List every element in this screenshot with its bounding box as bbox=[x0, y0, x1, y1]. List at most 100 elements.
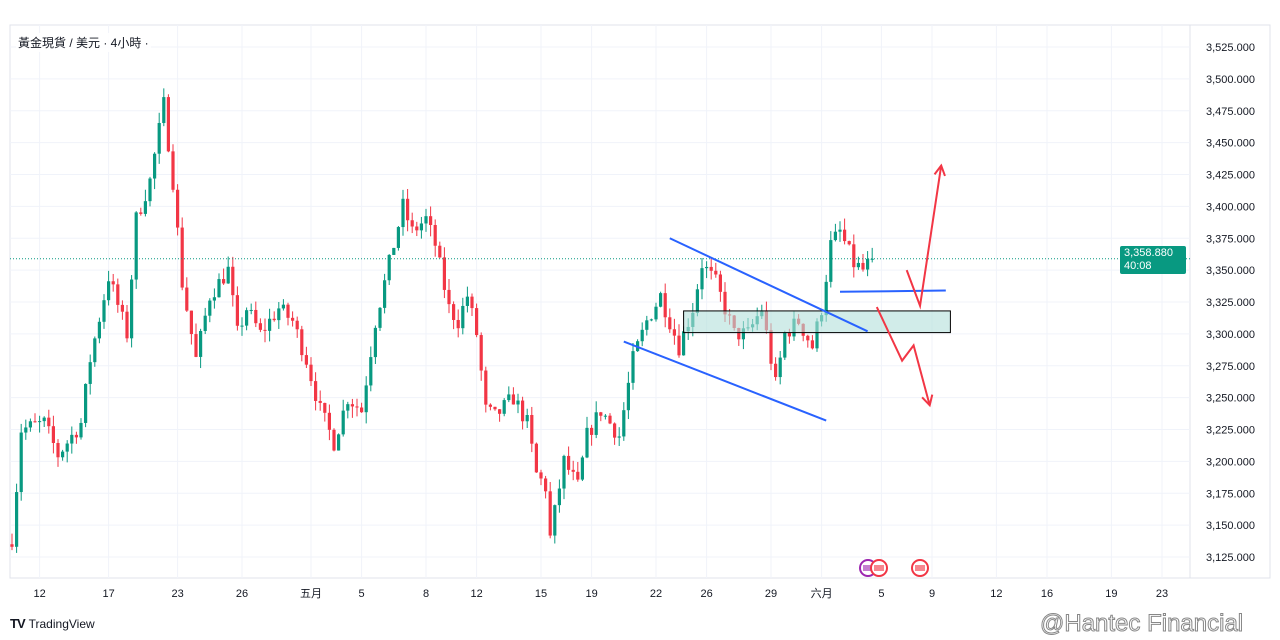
candle-body bbox=[553, 505, 557, 536]
candle-body bbox=[654, 306, 658, 320]
candle-body bbox=[245, 310, 249, 326]
candle-body bbox=[539, 472, 543, 479]
candle-body bbox=[668, 317, 672, 330]
candle-body bbox=[594, 412, 598, 435]
watermark: @Hantec Financial bbox=[1039, 610, 1244, 638]
candle-body bbox=[194, 334, 198, 357]
candle-body bbox=[102, 300, 106, 322]
x-tick-label: 26 bbox=[236, 588, 248, 600]
y-tick-label: 3,475.000 bbox=[1206, 106, 1255, 118]
candle-body bbox=[829, 240, 833, 282]
candle-body bbox=[240, 325, 244, 327]
candle-body bbox=[838, 229, 842, 232]
candle-body bbox=[208, 300, 212, 316]
y-tick-label: 3,375.000 bbox=[1206, 233, 1255, 245]
candle-body bbox=[718, 274, 722, 292]
candle-body bbox=[79, 422, 83, 438]
candle-body bbox=[567, 455, 571, 470]
candle-body bbox=[74, 434, 78, 438]
candle-body bbox=[10, 544, 14, 547]
candle-body bbox=[189, 310, 193, 335]
candle-body bbox=[387, 254, 391, 281]
candle-body bbox=[143, 201, 147, 214]
candle-body bbox=[350, 404, 354, 407]
tradingview-logo-icon: TV bbox=[10, 616, 26, 631]
x-tick-label: 22 bbox=[650, 588, 662, 600]
arrow-head-icon bbox=[921, 394, 934, 408]
us-flag-icon bbox=[863, 565, 873, 571]
candle-body bbox=[314, 381, 318, 401]
y-tick-label: 3,150.000 bbox=[1206, 520, 1255, 532]
candle-body bbox=[217, 279, 221, 298]
candle-body bbox=[493, 406, 497, 410]
y-tick-label: 3,275.000 bbox=[1206, 361, 1255, 373]
candle-body bbox=[97, 321, 101, 339]
y-tick-label: 3,200.000 bbox=[1206, 456, 1255, 468]
candle-body bbox=[613, 423, 617, 438]
y-tick-label: 3,500.000 bbox=[1206, 74, 1255, 86]
candle-body bbox=[824, 281, 828, 316]
candle-body bbox=[300, 329, 304, 356]
candle-body bbox=[162, 97, 166, 124]
x-tick-label: 26 bbox=[700, 588, 712, 600]
candle-body bbox=[861, 262, 865, 270]
candle-body bbox=[452, 304, 456, 320]
candle-body bbox=[203, 315, 207, 331]
candle-body bbox=[406, 198, 410, 221]
candle-body bbox=[157, 123, 161, 154]
candle-body bbox=[429, 216, 433, 226]
candle-body bbox=[277, 308, 281, 321]
candle-body bbox=[682, 331, 686, 356]
candle-body bbox=[226, 266, 230, 284]
candle-body bbox=[534, 443, 538, 473]
trend-line bbox=[623, 340, 827, 422]
candle-body bbox=[291, 317, 295, 321]
candle-body bbox=[488, 404, 492, 407]
x-tick-label: 19 bbox=[585, 588, 597, 600]
price-chart[interactable]: 3,525.000 3,500.000 3,475.000 3,450.000 3,42… bbox=[0, 0, 1280, 610]
candle-body bbox=[130, 279, 134, 339]
candle-body bbox=[544, 478, 548, 492]
candle-body bbox=[438, 245, 442, 258]
y-tick-label: 3,425.000 bbox=[1206, 170, 1255, 182]
candle-body bbox=[318, 400, 322, 403]
candle-body bbox=[337, 434, 341, 451]
support-zone bbox=[683, 310, 951, 334]
x-tick-label: 9 bbox=[929, 588, 935, 600]
candle-body bbox=[576, 471, 580, 480]
candle-body bbox=[599, 412, 603, 416]
candle-body bbox=[185, 287, 189, 311]
candle-body bbox=[705, 266, 709, 269]
candle-body bbox=[281, 304, 285, 309]
tradingview-logo[interactable]: TV TradingView bbox=[10, 616, 95, 631]
x-tick-label: 29 bbox=[765, 588, 777, 600]
candle-body bbox=[714, 270, 718, 275]
candle-body bbox=[677, 335, 681, 356]
candle-body bbox=[787, 332, 791, 337]
candle-body bbox=[516, 400, 520, 405]
candle-body bbox=[498, 409, 502, 414]
candle-body bbox=[856, 262, 860, 268]
candle-body bbox=[42, 417, 46, 422]
candle-body bbox=[672, 329, 676, 336]
candle-body bbox=[360, 407, 364, 413]
y-tick-label: 3,525.000 bbox=[1206, 42, 1255, 54]
candle-body bbox=[268, 318, 272, 331]
candle-body bbox=[369, 357, 373, 386]
trend-line bbox=[839, 289, 946, 293]
x-tick-label: 12 bbox=[990, 588, 1002, 600]
candle-body bbox=[617, 436, 621, 438]
candle-body bbox=[590, 427, 594, 435]
candle-body bbox=[153, 153, 157, 179]
y-tick-label: 3,450.000 bbox=[1206, 138, 1255, 150]
candle-body bbox=[843, 229, 847, 242]
x-tick-label: 23 bbox=[171, 588, 183, 600]
y-tick-label: 3,350.000 bbox=[1206, 265, 1255, 277]
candle-body bbox=[557, 488, 561, 506]
candle-body bbox=[332, 429, 336, 451]
candle-body bbox=[465, 296, 469, 306]
candle-body bbox=[171, 151, 175, 190]
candle-body bbox=[815, 321, 819, 349]
trend-line bbox=[669, 237, 869, 333]
bar-countdown: 40:08 bbox=[1124, 260, 1152, 272]
